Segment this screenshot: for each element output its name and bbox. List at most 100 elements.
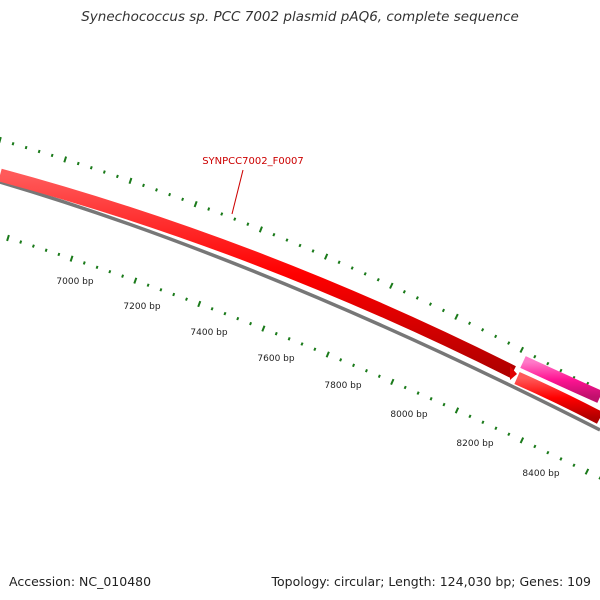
minor-tick [377, 374, 381, 378]
minor-tick [507, 341, 511, 345]
gene-red-right[interactable] [514, 372, 600, 424]
minor-tick [313, 347, 317, 351]
minor-tick [298, 243, 302, 248]
major-tick [323, 253, 329, 260]
minor-tick [50, 153, 54, 158]
minor-tick [494, 426, 498, 431]
minor-tick [223, 311, 227, 316]
minor-tick [272, 232, 276, 237]
tick-label: 7200 bp [123, 302, 160, 312]
minor-tick [249, 321, 253, 326]
minor-tick [376, 277, 380, 282]
minor-tick [546, 361, 550, 366]
minor-tick [24, 145, 28, 150]
minor-tick [337, 260, 341, 265]
minor-tick [533, 354, 537, 359]
accession-text: Accession: NC_010480 [9, 574, 152, 589]
minor-tick [108, 269, 112, 274]
page-title: Synechococcus sp. PCC 7002 plasmid pAQ6,… [81, 9, 519, 25]
minor-tick [559, 457, 563, 461]
minor-tick [82, 261, 86, 265]
minor-tick [95, 265, 99, 270]
backbone-line [0, 180, 600, 432]
tick-label: 8000 bp [390, 410, 427, 420]
minor-tick [442, 402, 446, 407]
minor-tick [285, 238, 289, 242]
minor-tick [37, 149, 41, 154]
tick-label: 8400 bp [522, 469, 559, 479]
minor-tick [115, 174, 119, 179]
tick-label: 7800 bp [324, 381, 361, 391]
minor-tick [533, 444, 537, 449]
minor-tick [428, 302, 433, 306]
major-tick [261, 325, 266, 332]
tick-label: 7400 bp [190, 328, 227, 338]
major-tick [258, 226, 263, 233]
minor-tick [403, 385, 407, 390]
minor-tick [236, 316, 240, 321]
major-tick [519, 346, 524, 353]
minor-tick [181, 197, 185, 202]
major-tick [390, 378, 395, 385]
tick-label: 7000 bp [56, 277, 93, 287]
minor-tick [546, 450, 550, 455]
minor-tick [19, 240, 23, 244]
minor-tick [44, 248, 48, 252]
minor-tick [364, 369, 368, 373]
major-tick [519, 437, 525, 444]
major-tick [193, 200, 198, 208]
minor-tick [121, 274, 125, 278]
gene-pink-right[interactable] [520, 356, 600, 403]
minor-tick [507, 432, 511, 437]
topology-summary: Topology: circular; Length: 124,030 bp; … [271, 574, 592, 589]
minor-tick [11, 142, 15, 146]
minor-tick [467, 321, 472, 326]
major-tick [454, 407, 460, 414]
inner-tick-row [6, 234, 600, 480]
minor-tick [339, 358, 343, 362]
scale-tick-labels: 7000 bp 7200 bp 7400 bp 7600 bp 7800 bp … [56, 277, 559, 479]
major-tick [133, 277, 138, 284]
major-tick [128, 177, 133, 185]
minor-tick [185, 297, 188, 301]
minor-tick [210, 307, 214, 311]
minor-tick [350, 266, 354, 270]
major-tick [197, 300, 202, 308]
major-tick [454, 313, 459, 320]
major-tick [69, 255, 74, 262]
minor-tick [142, 183, 145, 188]
outer-tick-row [0, 136, 600, 394]
minor-tick [287, 337, 291, 341]
minor-tick [429, 397, 433, 401]
minor-tick [57, 252, 61, 257]
major-tick [584, 468, 590, 475]
tick-label: 7600 bp [257, 354, 294, 364]
minor-tick [155, 188, 158, 192]
minor-tick [274, 331, 278, 336]
gene-synpcc7002-f0007[interactable] [0, 168, 516, 378]
minor-tick [168, 192, 172, 197]
tick-label: 8200 bp [456, 439, 493, 449]
minor-tick [220, 212, 224, 216]
major-tick [63, 156, 68, 163]
major-tick [325, 351, 330, 358]
minor-tick [207, 207, 211, 211]
minor-tick [468, 414, 472, 419]
minor-tick [146, 283, 150, 287]
minor-tick [172, 292, 176, 297]
minor-tick [494, 334, 498, 339]
minor-tick [402, 289, 406, 294]
minor-tick [311, 249, 315, 253]
minor-tick [441, 308, 446, 313]
minor-tick [246, 222, 250, 226]
major-tick [6, 234, 10, 242]
minor-tick [89, 165, 93, 170]
gene-arrowhead [510, 366, 517, 380]
minor-tick [559, 368, 563, 373]
gene-label: SYNPCC7002_F0007 [202, 156, 304, 167]
minor-tick [415, 296, 419, 300]
minor-tick [481, 328, 485, 332]
minor-tick [572, 463, 576, 468]
major-tick [0, 136, 2, 144]
